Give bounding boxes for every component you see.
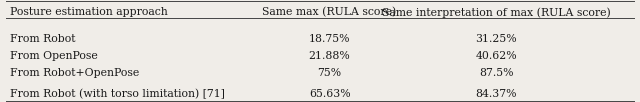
Text: Same interpretation of max (RULA score): Same interpretation of max (RULA score) xyxy=(381,7,611,18)
Text: 18.75%: 18.75% xyxy=(309,34,350,44)
Text: 75%: 75% xyxy=(317,68,342,78)
Text: From Robot+OpenPose: From Robot+OpenPose xyxy=(10,68,139,78)
Text: 87.5%: 87.5% xyxy=(479,68,513,78)
Text: From OpenPose: From OpenPose xyxy=(10,51,97,61)
Text: Same max (RULA score): Same max (RULA score) xyxy=(262,7,397,17)
Text: 31.25%: 31.25% xyxy=(475,34,517,44)
Text: 84.37%: 84.37% xyxy=(476,89,516,99)
Text: 40.62%: 40.62% xyxy=(475,51,517,61)
Text: From Robot (with torso limitation) [71]: From Robot (with torso limitation) [71] xyxy=(10,89,225,99)
Text: From Robot: From Robot xyxy=(10,34,75,44)
Text: Posture estimation approach: Posture estimation approach xyxy=(10,7,167,17)
Text: 21.88%: 21.88% xyxy=(308,51,351,61)
Text: 65.63%: 65.63% xyxy=(308,89,351,99)
